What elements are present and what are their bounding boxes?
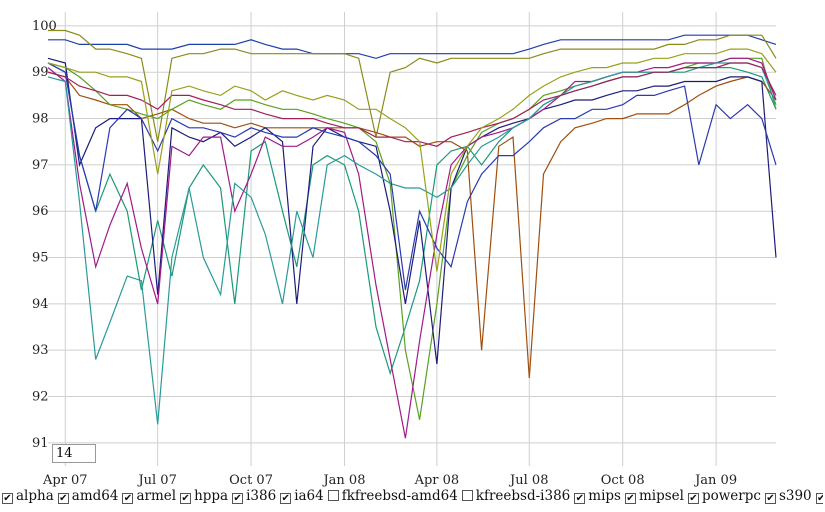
series-line-amd64	[48, 29, 777, 142]
legend-label: ia64	[294, 487, 324, 504]
checkbox-checked-icon[interactable]: ✔	[232, 492, 244, 504]
legend-item-hppa[interactable]: ✔ hppa	[180, 488, 228, 504]
legend-label: hppa	[194, 487, 229, 504]
x-tick-label: Jan 09	[693, 473, 737, 487]
legend-label: powerpc	[701, 487, 761, 504]
legend-label: mipsel	[638, 487, 684, 504]
legend-item-mipsel[interactable]: ✔ mipsel	[624, 487, 684, 504]
y-tick-label: 95	[32, 251, 49, 266]
series-line-s390	[47, 62, 777, 147]
series-legend: ✔ alpha ✔ amd64 ✔ armel ✔ hppa ✔ i386 ✔ ia64 fkfreeb…	[2, 487, 823, 509]
legend-item-kfreebsd-i386[interactable]: kfreebsd-i386	[461, 487, 571, 504]
legend-label: fkfreebsd-amd64	[341, 487, 458, 504]
legend-item-i386[interactable]: ✔ i386	[232, 488, 276, 504]
checkbox-checked-icon[interactable]: ✔	[122, 492, 134, 504]
y-tick-label: 92	[32, 390, 49, 405]
checkbox-checked-icon[interactable]: ✔	[2, 492, 13, 504]
legend-label: s390	[778, 487, 812, 504]
legend-label: amd64	[71, 487, 119, 504]
checkbox-checked-icon[interactable]: ✔	[815, 492, 823, 504]
y-tick-label: 97	[32, 158, 49, 173]
legend-label: i386	[246, 487, 277, 504]
x-tick-label: Oct 08	[601, 473, 645, 487]
series-line-sparc	[47, 48, 777, 272]
checkbox-unchecked-icon[interactable]	[327, 489, 339, 501]
legend-label: alpha	[16, 487, 54, 504]
y-tick-label: 93	[32, 343, 49, 358]
line-chart: 91 92 93 94 95 96 97 98 99 100 Apr 07 Jul 07 Oct 07 J…	[32, 12, 777, 487]
checkbox-checked-icon[interactable]: ✔	[180, 492, 192, 504]
checkbox-checked-icon[interactable]: ✔	[624, 492, 636, 504]
y-tick-label: 99	[32, 65, 49, 80]
x-tick-label: Jan 08	[321, 473, 365, 487]
x-tick-label: Jul 07	[136, 473, 176, 487]
y-tick-label: 100	[32, 19, 57, 34]
legend-item-amd64[interactable]: ✔ amd64	[57, 487, 119, 504]
legend-label: kfreebsd-i386	[475, 487, 571, 504]
legend-item-fkfreebsd-amd64[interactable]: fkfreebsd-amd64	[327, 487, 458, 504]
legend-item-alpha[interactable]: ✔ alpha	[2, 488, 54, 504]
legend-item-armel[interactable]: ✔ armel	[122, 488, 176, 504]
legend-item-s390[interactable]: ✔ s390	[764, 487, 812, 504]
x-tick-label: Apr 08	[414, 473, 460, 487]
axis-ticks: 91 92 93 94 95 96 97 98 99 100 Apr 07 Jul 07 Oct 07 J…	[32, 19, 737, 487]
checkbox-unchecked-icon[interactable]	[461, 489, 473, 501]
x-tick-label: Jul 08	[508, 473, 548, 487]
series-line-powerpc	[47, 62, 777, 291]
series-line-alpha	[48, 34, 777, 59]
series-line-ia64	[47, 57, 777, 365]
checkbox-checked-icon[interactable]: ✔	[687, 492, 699, 504]
gridlines	[48, 12, 776, 466]
x-tick-label: Apr 07	[42, 473, 88, 487]
legend-item-sparc[interactable]: ✔sparc	[815, 488, 823, 504]
legend-label: armel	[136, 487, 177, 504]
checkbox-checked-icon[interactable]: ✔	[764, 492, 776, 504]
y-tick-label: 98	[32, 112, 49, 127]
legend-item-mips[interactable]: ✔ mips	[574, 488, 621, 504]
series-line-mips	[47, 57, 777, 439]
y-tick-label: 94	[32, 297, 49, 312]
x-tick-label: Oct 07	[229, 473, 273, 487]
y-tick-label: 91	[32, 436, 49, 451]
legend-item-ia64[interactable]: ✔ ia64	[280, 488, 324, 504]
checkbox-checked-icon[interactable]: ✔	[574, 492, 586, 504]
legend-item-powerpc[interactable]: ✔ powerpc	[687, 487, 761, 504]
checkbox-checked-icon[interactable]: ✔	[280, 492, 292, 504]
y-tick-label: 96	[32, 204, 49, 219]
checkbox-checked-icon[interactable]: ✔	[57, 492, 69, 504]
legend-label: mips	[588, 487, 621, 504]
series-lines	[47, 29, 777, 439]
smoothing-input[interactable]	[52, 444, 96, 463]
